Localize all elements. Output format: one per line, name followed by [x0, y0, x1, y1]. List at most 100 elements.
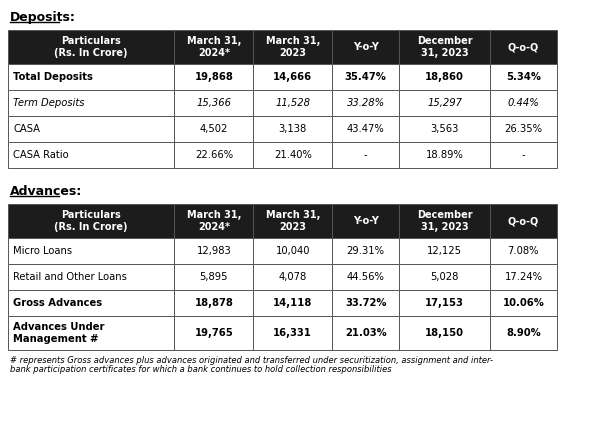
Bar: [332, 90, 399, 116]
Text: 8.90%: 8.90%: [506, 328, 541, 338]
Text: Y-o-Y: Y-o-Y: [353, 216, 379, 226]
Text: 3,563: 3,563: [430, 124, 459, 134]
Bar: [490, 264, 557, 290]
Bar: [253, 204, 332, 238]
Text: 15,297: 15,297: [427, 98, 462, 108]
Bar: [175, 264, 253, 290]
Text: 43.47%: 43.47%: [347, 124, 385, 134]
Text: Q-o-Q: Q-o-Q: [508, 42, 539, 52]
Text: 21.40%: 21.40%: [274, 150, 311, 160]
Text: 18,150: 18,150: [425, 328, 464, 338]
Text: 15,366: 15,366: [196, 98, 232, 108]
Bar: [253, 90, 332, 116]
Text: 4,078: 4,078: [278, 272, 307, 282]
Bar: [332, 64, 399, 90]
Bar: [399, 290, 490, 316]
Bar: [399, 90, 490, 116]
Bar: [175, 116, 253, 142]
Bar: [175, 30, 253, 64]
Bar: [8, 64, 175, 90]
Text: Term Deposits: Term Deposits: [13, 98, 85, 108]
Bar: [490, 142, 557, 168]
Text: 44.56%: 44.56%: [347, 272, 385, 282]
Bar: [490, 64, 557, 90]
Bar: [332, 116, 399, 142]
Bar: [490, 316, 557, 350]
Bar: [332, 30, 399, 64]
Text: 11,528: 11,528: [275, 98, 310, 108]
Text: Deposits:: Deposits:: [10, 11, 76, 24]
Text: 5.34%: 5.34%: [506, 72, 541, 82]
Bar: [332, 204, 399, 238]
Text: 3,138: 3,138: [278, 124, 307, 134]
Text: 10,040: 10,040: [275, 246, 310, 256]
Text: Gross Advances: Gross Advances: [13, 298, 102, 308]
Bar: [175, 238, 253, 264]
Text: Q-o-Q: Q-o-Q: [508, 216, 539, 226]
Text: 21.03%: 21.03%: [345, 328, 386, 338]
Bar: [253, 64, 332, 90]
Bar: [8, 90, 175, 116]
Text: 22.66%: 22.66%: [195, 150, 233, 160]
Bar: [175, 316, 253, 350]
Bar: [8, 116, 175, 142]
Text: 5,028: 5,028: [430, 272, 459, 282]
Bar: [8, 30, 175, 64]
Text: bank participation certificates for which a bank continues to hold collection re: bank participation certificates for whic…: [10, 366, 392, 374]
Text: 14,118: 14,118: [273, 298, 313, 308]
Bar: [332, 316, 399, 350]
Bar: [8, 238, 175, 264]
Text: 29.31%: 29.31%: [347, 246, 385, 256]
Text: 19,868: 19,868: [194, 72, 233, 82]
Bar: [8, 290, 175, 316]
Bar: [8, 204, 175, 238]
Bar: [175, 64, 253, 90]
Text: Y-o-Y: Y-o-Y: [353, 42, 379, 52]
Text: Particulars
(Rs. In Crore): Particulars (Rs. In Crore): [55, 210, 128, 232]
Text: Advances Under
Management #: Advances Under Management #: [13, 322, 104, 344]
Text: Total Deposits: Total Deposits: [13, 72, 93, 82]
Text: March 31,
2024*: March 31, 2024*: [187, 210, 241, 232]
Bar: [490, 90, 557, 116]
Bar: [399, 316, 490, 350]
Text: March 31,
2023: March 31, 2023: [266, 36, 320, 58]
Bar: [253, 264, 332, 290]
Text: 18.89%: 18.89%: [425, 150, 463, 160]
Text: March 31,
2024*: March 31, 2024*: [187, 36, 241, 58]
Text: 12,983: 12,983: [196, 246, 231, 256]
Text: CASA: CASA: [13, 124, 40, 134]
Bar: [8, 142, 175, 168]
Text: 5,895: 5,895: [200, 272, 228, 282]
Bar: [399, 30, 490, 64]
Bar: [490, 204, 557, 238]
Bar: [399, 204, 490, 238]
Bar: [490, 116, 557, 142]
Text: 17,153: 17,153: [425, 298, 464, 308]
Text: Advances:: Advances:: [10, 185, 82, 198]
Text: Micro Loans: Micro Loans: [13, 246, 72, 256]
Bar: [253, 316, 332, 350]
Bar: [332, 238, 399, 264]
Bar: [490, 238, 557, 264]
Text: CASA Ratio: CASA Ratio: [13, 150, 68, 160]
Bar: [175, 204, 253, 238]
Text: 12,125: 12,125: [427, 246, 462, 256]
Text: 4,502: 4,502: [200, 124, 228, 134]
Bar: [332, 290, 399, 316]
Bar: [399, 142, 490, 168]
Bar: [399, 238, 490, 264]
Text: # represents Gross advances plus advances originated and transferred under secur: # represents Gross advances plus advance…: [10, 356, 493, 365]
Bar: [175, 142, 253, 168]
Text: 26.35%: 26.35%: [505, 124, 542, 134]
Bar: [490, 290, 557, 316]
Bar: [253, 142, 332, 168]
Bar: [175, 290, 253, 316]
Text: 7.08%: 7.08%: [508, 246, 539, 256]
Bar: [399, 264, 490, 290]
Text: 18,878: 18,878: [194, 298, 233, 308]
Text: March 31,
2023: March 31, 2023: [266, 210, 320, 232]
Bar: [399, 64, 490, 90]
Text: 19,765: 19,765: [194, 328, 233, 338]
Text: 14,666: 14,666: [273, 72, 312, 82]
Bar: [490, 30, 557, 64]
